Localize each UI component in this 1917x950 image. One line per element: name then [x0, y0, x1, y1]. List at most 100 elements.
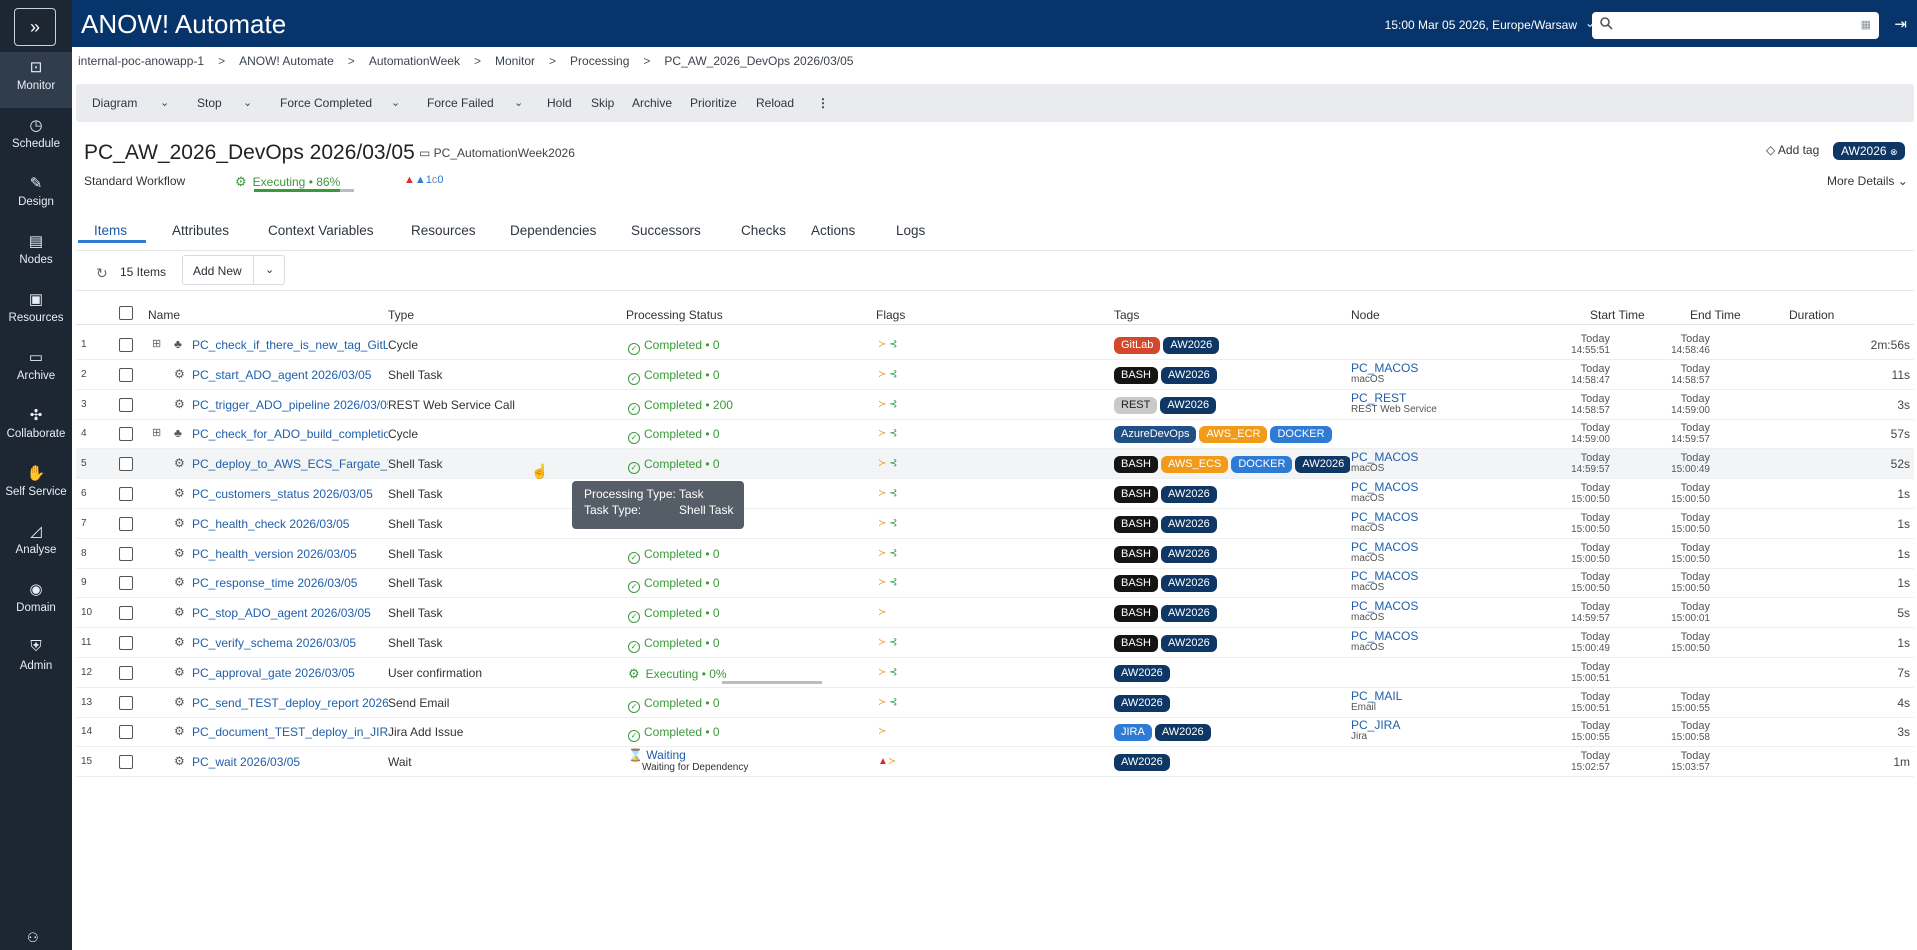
tag-badge[interactable]: BASH [1114, 366, 1158, 384]
tag-badge[interactable]: AW2026 [1160, 575, 1217, 593]
sidebar-item-analyse[interactable]: ◿ Analyse [0, 516, 72, 572]
row-checkbox[interactable] [119, 755, 133, 770]
tag-badge[interactable]: AW2026 [1154, 724, 1211, 742]
node-link[interactable]: PC_MACOS macOS [1351, 539, 1419, 564]
table-row[interactable]: 2 ⚙ PC_start_ADO_agent 2026/03/05 Shell Tas… [76, 360, 1914, 390]
chevron-down-icon[interactable]: ⌄ [514, 97, 524, 109]
node-name[interactable]: PC_MACOS [1351, 450, 1419, 465]
skip-button[interactable]: Skip [591, 96, 615, 110]
tag-badge[interactable]: JIRA [1114, 724, 1152, 742]
tag-badge[interactable]: DOCKER [1231, 456, 1293, 474]
sidebar-item-nodes[interactable]: ▤ Nodes [0, 226, 72, 282]
sidebar-expand-button[interactable]: » [14, 8, 56, 46]
item-name-link[interactable]: PC_wait 2026/03/05 [192, 755, 301, 770]
table-row[interactable]: 11 ⚙ PC_verify_schema 2026/03/05 Shell Task… [76, 628, 1914, 658]
tag-badge[interactable]: AW2026 [1160, 635, 1217, 652]
tag-badge[interactable]: AW2026 [1160, 515, 1217, 533]
tab-items[interactable]: Items [94, 223, 128, 238]
item-name-link[interactable]: PC_deploy_to_AWS_ECS_Fargate_TEST [192, 457, 388, 472]
diagram-button[interactable]: Diagram [92, 96, 138, 110]
tag-badge[interactable]: BASH [1114, 515, 1158, 533]
item-name-link[interactable]: PC_health_version 2026/03/05 [192, 546, 357, 561]
node-link[interactable]: PC_MACOS macOS [1351, 630, 1418, 653]
chevron-down-icon[interactable]: ⌄ [1584, 16, 1595, 30]
table-row[interactable]: 1 ⊞ ♣ PC_check_if_there_is_new_tag_GitLab Cy… [76, 330, 1914, 360]
tag-badge[interactable]: AW2026 [1160, 396, 1217, 414]
table-row[interactable]: 3 ⚙ PC_trigger_ADO_pipeline 2026/03/05 REST… [76, 390, 1914, 420]
node-name[interactable]: PC_MACOS [1351, 509, 1419, 524]
node-name[interactable]: PC_MACOS [1351, 480, 1419, 494]
row-checkbox[interactable] [119, 487, 133, 501]
node-link[interactable]: PC_JIRA Jira [1351, 718, 1401, 742]
logout-icon[interactable]: ⇥ [1894, 16, 1907, 33]
calendar-icon[interactable]: ▦ [1860, 19, 1871, 31]
tab-dependencies[interactable]: Dependencies [510, 223, 597, 238]
node-link[interactable]: PC_REST REST Web Service [1351, 390, 1437, 415]
tab-checks[interactable]: Checks [741, 223, 787, 238]
user-icon[interactable]: ⚇ [27, 930, 39, 945]
chevron-down-icon[interactable]: ⌄ [160, 97, 170, 109]
row-checkbox[interactable] [119, 457, 133, 472]
node-name[interactable]: PC_JIRA [1351, 718, 1401, 733]
tab-actions[interactable]: Actions [811, 223, 856, 238]
tab-context-variables[interactable]: Context Variables [268, 223, 374, 238]
item-name-link[interactable]: PC_health_check 2026/03/05 [192, 516, 350, 531]
tag-badge[interactable]: AW2026 [1114, 664, 1170, 682]
tag-badge[interactable]: AW2026 [1295, 456, 1350, 474]
hold-button[interactable]: Hold [547, 96, 572, 110]
node-name[interactable]: PC_MACOS [1351, 539, 1419, 554]
table-row[interactable]: 10 ⚙ PC_stop_ADO_agent 2026/03/05 Shell Tas… [76, 598, 1914, 629]
force-completed-button[interactable]: Force Completed [280, 96, 373, 110]
sidebar-item-admin[interactable]: ⛨ Admin [0, 632, 72, 688]
breadcrumb-item[interactable]: internal-poc-anowapp-1 [78, 54, 205, 68]
tag-badge[interactable]: BASH [1114, 456, 1158, 474]
row-checkbox[interactable] [119, 338, 133, 352]
datetime-selector[interactable]: 15:00 Mar 05 2026, Europe/Warsaw [1384, 18, 1577, 32]
tag-badge[interactable]: AW2026 [1163, 337, 1220, 354]
sidebar-item-archive[interactable]: ▭ Archive [0, 342, 72, 398]
col-node[interactable]: Node [1351, 308, 1380, 322]
close-icon[interactable]: ⊗ [1889, 147, 1898, 157]
table-row[interactable]: 4 ⊞ ♣ PC_check_for_ADO_build_completion Cycl… [76, 419, 1914, 450]
row-checkbox[interactable] [119, 397, 133, 412]
reload-button[interactable]: Reload [756, 96, 795, 110]
node-link[interactable]: PC_MACOS macOS [1351, 600, 1418, 623]
prioritize-button[interactable]: Prioritize [690, 96, 737, 110]
node-link[interactable]: PC_MACOS macOS [1351, 450, 1419, 474]
tag-badge[interactable]: BASH [1114, 605, 1158, 623]
add-new-button[interactable]: Add New ⌄ [182, 255, 285, 285]
breadcrumb-item[interactable]: ANOW! Automate [239, 54, 334, 68]
tag-badge[interactable]: BASH [1114, 575, 1158, 593]
sidebar-item-resources[interactable]: ▣ Resources [0, 284, 72, 340]
row-checkbox[interactable] [119, 367, 133, 382]
tag-badge[interactable]: AWS_ECR [1199, 426, 1268, 444]
tab-logs[interactable]: Logs [896, 223, 926, 238]
table-row[interactable]: 5 ⚙ PC_deploy_to_AWS_ECS_Fargate_TESTShell… [76, 449, 1914, 480]
table-row[interactable]: 8 ⚙ PC_health_version 2026/03/05 Shell Task… [76, 539, 1914, 569]
tag-badge[interactable]: AW2026 [1160, 366, 1217, 384]
tag-badge[interactable]: AW2026 [1160, 545, 1217, 563]
select-all-checkbox[interactable] [119, 306, 133, 320]
tab-successors[interactable]: Successors [631, 223, 701, 238]
table-row[interactable]: 15 ⚙ PC_wait 2026/03/05 Wait ⌛ Waiting Waitin… [76, 747, 1914, 778]
folder-link[interactable]: ▭ PC_AutomationWeek2026 [419, 146, 575, 160]
item-name-link[interactable]: PC_document_TEST_deploy_in_JIRA 2026/03/… [192, 725, 388, 740]
tag-badge[interactable]: BASH [1114, 486, 1158, 503]
tag-badge[interactable]: AW2026 ⊗ [1833, 142, 1906, 160]
col-flags[interactable]: Flags [876, 308, 906, 322]
node-name[interactable]: PC_REST [1351, 390, 1407, 405]
item-name-link[interactable]: PC_start_ADO_agent 2026/03/05 [192, 367, 372, 382]
item-name-link[interactable]: PC_stop_ADO_agent 2026/03/05 [192, 606, 371, 621]
tag-badge[interactable]: AWS_ECS [1160, 456, 1229, 474]
table-row[interactable]: 12 ⚙ PC_approval_gate 2026/03/05 User confi… [76, 658, 1914, 688]
row-checkbox[interactable] [119, 636, 133, 650]
row-checkbox[interactable] [119, 725, 133, 740]
tag-badge[interactable]: GitLab [1114, 337, 1161, 354]
sidebar-item-self-service[interactable]: ✋ Self Service [0, 458, 72, 514]
tag-badge[interactable]: BASH [1114, 545, 1158, 563]
node-name[interactable]: PC_MAIL [1351, 688, 1403, 703]
row-checkbox[interactable] [119, 665, 133, 680]
add-tag-button[interactable]: ◇ Add tag [1766, 143, 1820, 157]
col-tags[interactable]: Tags [1114, 308, 1140, 322]
col-status[interactable]: Processing Status [626, 308, 723, 322]
